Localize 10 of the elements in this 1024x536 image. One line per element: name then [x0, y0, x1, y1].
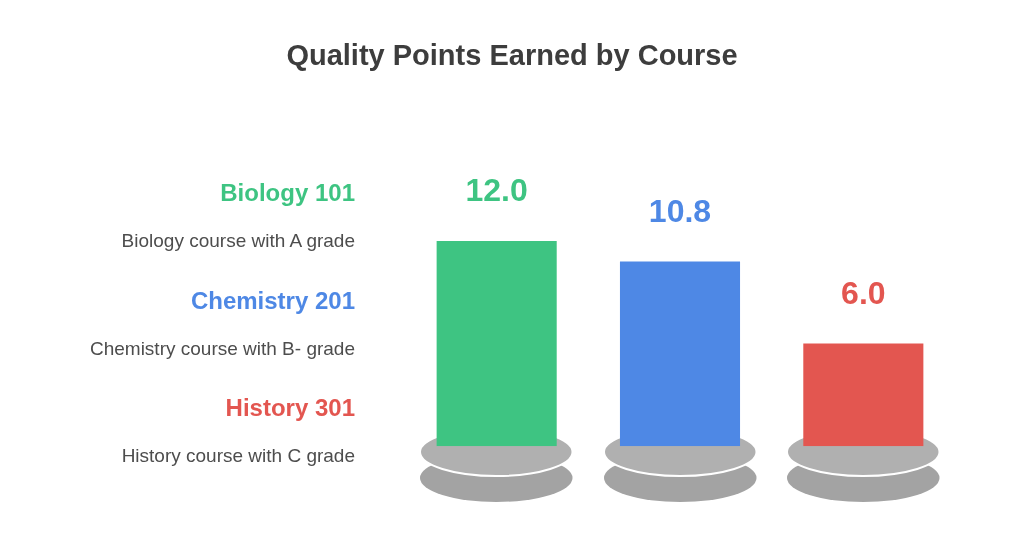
text: History course with C grade — [120, 444, 355, 468]
data-label: 6.0 — [841, 274, 886, 311]
chart-title: Quality Points Earned by Course — [285, 38, 739, 73]
text: Chemistry course with B- grade — [88, 336, 355, 361]
text: Biology course with A grade — [120, 229, 355, 253]
data-label: 10.8 — [648, 192, 712, 229]
data-label: 12.0 — [465, 172, 528, 208]
text: History 301 — [224, 393, 355, 423]
text: Biology 101 — [219, 178, 355, 208]
text: Chemistry 201 — [189, 285, 355, 316]
